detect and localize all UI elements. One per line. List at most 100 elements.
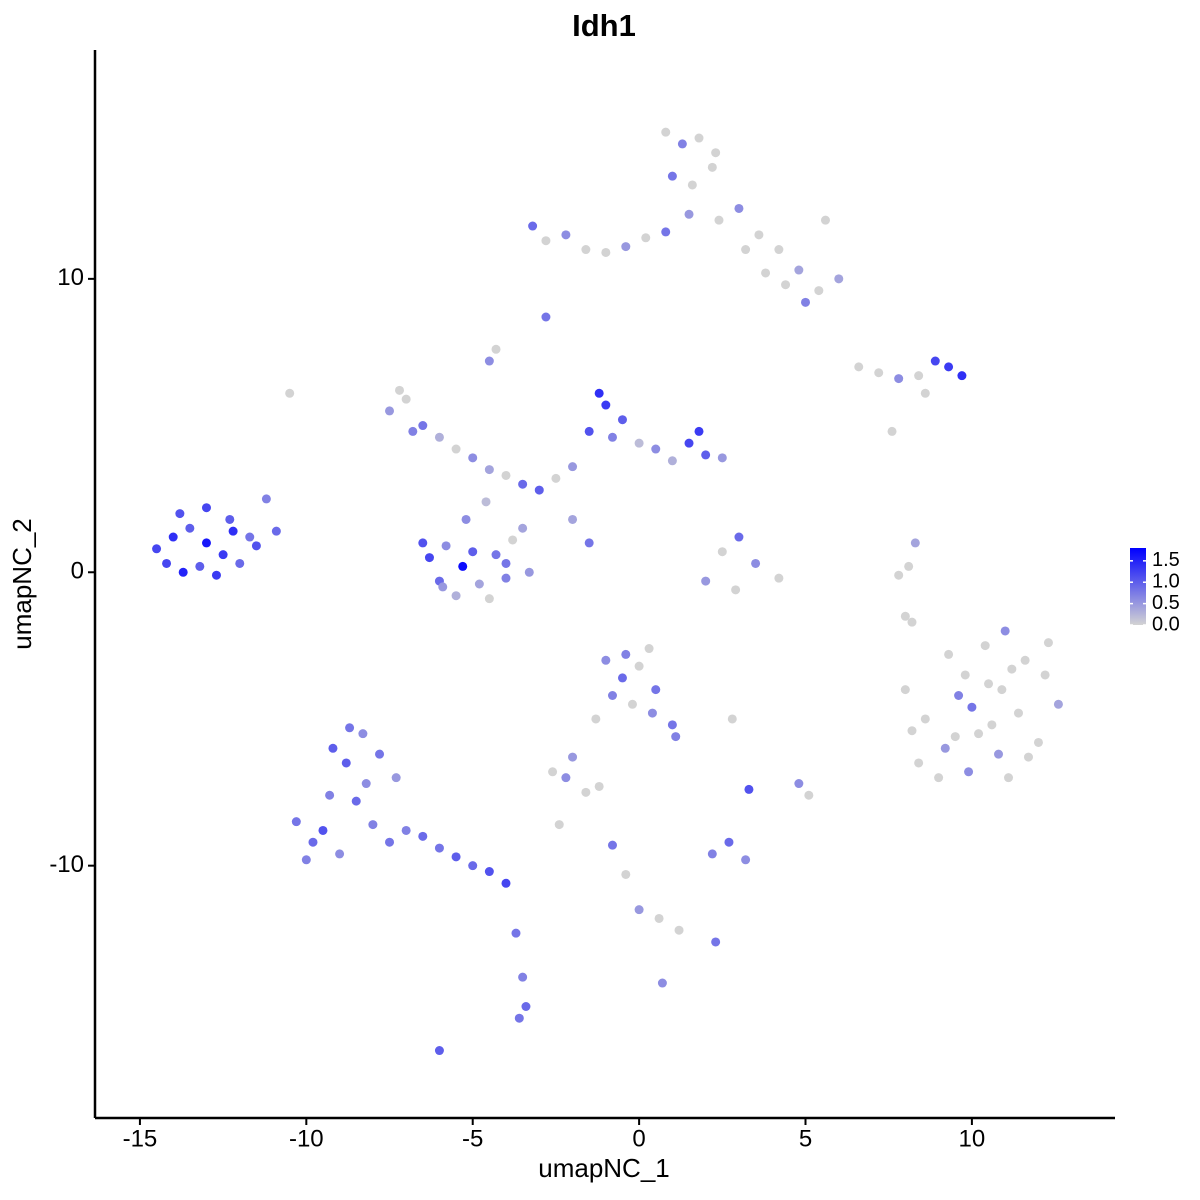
point: [484, 867, 494, 877]
point: [711, 148, 721, 158]
point: [434, 1046, 444, 1056]
point: [518, 523, 528, 533]
point: [308, 837, 318, 847]
point: [468, 861, 478, 871]
point: [607, 840, 617, 850]
point: [385, 837, 395, 847]
point: [834, 274, 844, 284]
point: [904, 561, 914, 571]
point: [907, 726, 917, 736]
point: [591, 714, 601, 724]
point: [601, 655, 611, 665]
point: [441, 541, 451, 551]
point: [385, 406, 395, 416]
point: [644, 644, 654, 654]
point: [634, 905, 644, 915]
point: [874, 368, 884, 378]
point: [997, 685, 1007, 695]
point: [801, 297, 811, 307]
point: [677, 139, 687, 149]
point: [974, 729, 984, 739]
point: [484, 594, 494, 604]
point: [1053, 699, 1063, 709]
point: [671, 732, 681, 742]
point: [1033, 737, 1043, 747]
point: [944, 362, 954, 372]
point: [351, 796, 361, 806]
point: [920, 714, 930, 724]
point: [561, 773, 571, 783]
point: [914, 758, 924, 768]
point: [514, 1013, 524, 1023]
point: [418, 538, 428, 548]
point: [211, 570, 221, 580]
point: [594, 781, 604, 791]
point: [707, 162, 717, 172]
point: [434, 843, 444, 853]
point: [534, 485, 544, 495]
colorbar-tick-label: 1.0: [1152, 571, 1180, 593]
point: [375, 749, 385, 759]
point: [950, 732, 960, 742]
point: [1040, 670, 1050, 680]
point: [694, 426, 704, 436]
point: [634, 661, 644, 671]
point: [734, 532, 744, 542]
point: [461, 514, 471, 524]
point: [285, 388, 295, 398]
point: [568, 752, 578, 762]
point: [667, 456, 677, 466]
point: [581, 245, 591, 255]
point: [178, 567, 188, 577]
point: [1000, 626, 1010, 636]
point: [794, 265, 804, 275]
point: [804, 790, 814, 800]
point: [418, 831, 428, 841]
point: [401, 825, 411, 835]
point: [451, 591, 461, 601]
point: [774, 245, 784, 255]
y-tick-label: -10: [49, 851, 84, 878]
point: [528, 221, 538, 231]
point: [651, 685, 661, 695]
point: [601, 400, 611, 410]
point: [501, 558, 511, 568]
point: [168, 532, 178, 542]
point: [484, 465, 494, 475]
point: [684, 209, 694, 219]
point: [341, 758, 351, 768]
point: [474, 579, 484, 589]
point: [291, 817, 301, 827]
point: [548, 767, 558, 777]
point: [568, 462, 578, 472]
point: [930, 356, 940, 366]
point: [201, 538, 211, 548]
point: [741, 245, 751, 255]
x-tick-label: 5: [799, 1125, 812, 1152]
point: [687, 180, 697, 190]
point: [235, 558, 245, 568]
point: [1020, 655, 1030, 665]
point: [987, 720, 997, 730]
point: [621, 242, 631, 252]
point: [541, 312, 551, 322]
point: [391, 773, 401, 783]
point: [894, 570, 904, 580]
point: [627, 699, 637, 709]
point: [345, 723, 355, 733]
point: [368, 820, 378, 830]
point: [584, 538, 594, 548]
point: [601, 247, 611, 257]
point: [162, 558, 172, 568]
point: [408, 426, 418, 436]
point: [920, 388, 930, 398]
point: [594, 388, 604, 398]
point: [395, 385, 405, 395]
point: [335, 849, 345, 859]
point: [900, 611, 910, 621]
y-axis-label: umapNC_2: [7, 518, 37, 650]
point: [944, 649, 954, 659]
point: [325, 790, 335, 800]
point: [271, 526, 281, 536]
